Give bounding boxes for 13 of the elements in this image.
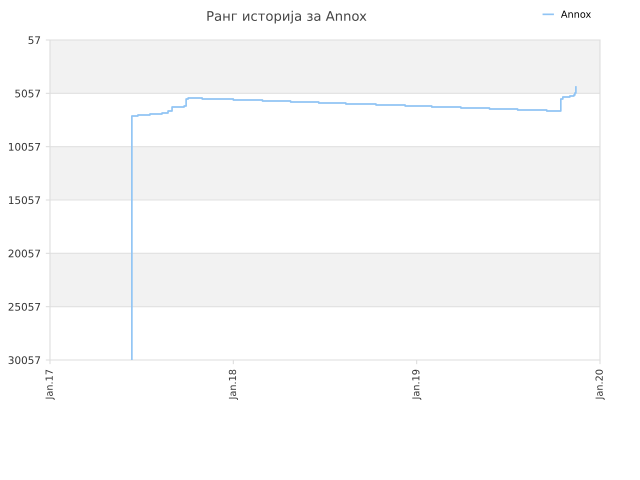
y-tick-label: 15057 bbox=[8, 196, 40, 204]
y-tick-label: 20057 bbox=[8, 250, 40, 258]
y-tick-label: 57 bbox=[28, 36, 40, 44]
x-tick-label: Jan.19 bbox=[412, 370, 422, 400]
x-tick-label: Jan.20 bbox=[595, 370, 605, 400]
y-tick-label: 5057 bbox=[15, 90, 40, 98]
legend-label: Annox bbox=[560, 10, 591, 18]
chart-title: Ранг историја за Annox bbox=[207, 10, 366, 24]
x-tick-label: Jan.17 bbox=[46, 370, 55, 400]
y-tick-label: 10057 bbox=[8, 142, 40, 151]
x-tick-label: Jan.18 bbox=[228, 370, 238, 400]
y-tick-label: 30057 bbox=[8, 356, 40, 364]
y-tick-label: 25057 bbox=[8, 302, 40, 311]
